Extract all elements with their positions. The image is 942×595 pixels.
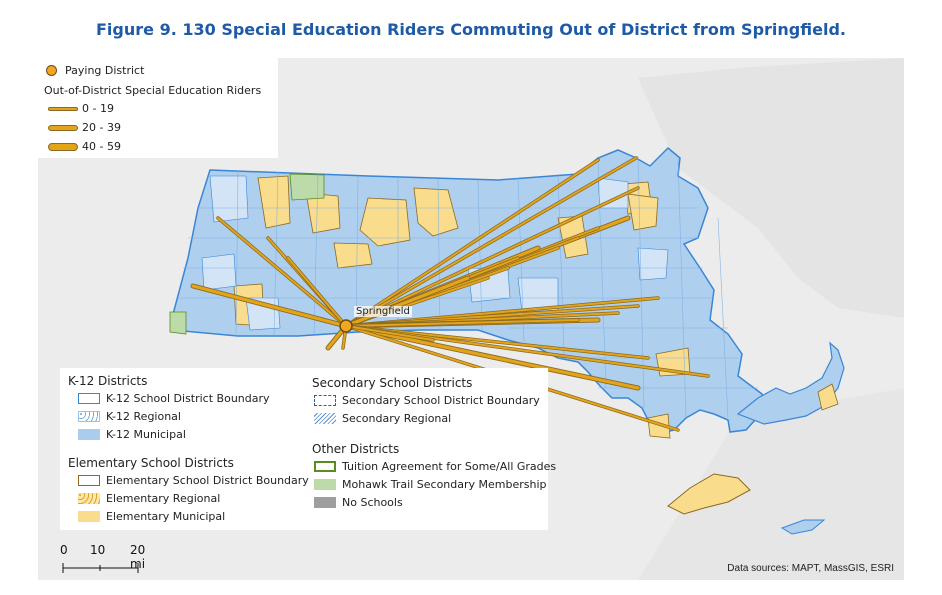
elem-regional-label: Elementary Regional	[106, 492, 221, 505]
rider-legend: Paying District Out-of-District Special …	[38, 58, 278, 158]
k12-legend-title: K-12 Districts	[68, 374, 148, 388]
tuition-label: Tuition Agreement for Some/All Grades	[342, 460, 557, 473]
k12-municipal-label: K-12 Municipal	[106, 428, 186, 441]
elementary-districts	[233, 175, 691, 439]
commute-route	[191, 284, 348, 328]
commute-route	[345, 187, 639, 327]
legend-k12-regional: K-12 Regional	[78, 410, 181, 423]
commute-route	[345, 325, 434, 341]
scale-bar-line	[62, 563, 139, 573]
legend-mohawk: Mohawk Trail Secondary Membership	[314, 478, 547, 491]
k12-boundary-label: K-12 School District Boundary	[106, 392, 270, 405]
marthas-vineyard	[667, 473, 751, 515]
k12-boundary-swatch	[78, 393, 100, 404]
paying-district-icon	[46, 65, 57, 76]
legend-paying-district: Paying District	[46, 64, 144, 77]
commute-route	[287, 257, 347, 327]
tuition-swatch	[314, 461, 336, 472]
elem-boundary-swatch	[78, 475, 100, 486]
class-2-label: 20 - 39	[82, 121, 121, 134]
legend-sec-boundary: Secondary School District Boundary	[314, 394, 540, 407]
sec-regional-label: Secondary Regional	[342, 412, 452, 425]
other-legend-title: Other Districts	[312, 442, 400, 456]
sec-regional-swatch	[314, 413, 336, 424]
sec-boundary-label: Secondary School District Boundary	[342, 394, 540, 407]
elem-municipal-label: Elementary Municipal	[106, 510, 226, 523]
legend-tuition: Tuition Agreement for Some/All Grades	[314, 460, 556, 473]
commute-route	[344, 276, 470, 328]
mohawk-swatch	[314, 479, 336, 490]
line-medium-icon	[48, 124, 78, 131]
riders-title-label: Out-of-District Special Education Riders	[44, 84, 262, 97]
elem-regional-swatch	[78, 493, 100, 504]
line-thin-icon	[48, 106, 78, 111]
legend-elem-municipal: Elementary Municipal	[78, 510, 225, 523]
elem-municipal-swatch	[78, 511, 100, 522]
k12-municipal-swatch	[78, 429, 100, 440]
legend-class-1: 0 - 19	[48, 102, 114, 115]
legend-sec-regional: Secondary Regional	[314, 412, 451, 425]
basemap-ocean	[638, 388, 904, 580]
line-thick-icon	[48, 142, 78, 151]
k12-regional-label: K-12 Regional	[106, 410, 181, 423]
no-schools-label: No Schools	[342, 496, 403, 509]
sec-boundary-swatch	[314, 395, 336, 406]
mohawk-trail-districts	[169, 173, 325, 335]
basemap-neighbor	[638, 58, 904, 318]
nantucket	[780, 519, 826, 535]
data-source: Data sources: MAPT, MassGIS, ESRI	[727, 563, 894, 574]
scale-bar: 0 10 20 mi	[60, 541, 160, 581]
legend-elem-boundary: Elementary School District Boundary	[78, 474, 309, 487]
elem-boundary-label: Elementary School District Boundary	[106, 474, 309, 487]
paying-district-marker	[339, 319, 353, 333]
class-3-label: 40 - 59	[82, 140, 121, 153]
scale-tick-10: 10	[90, 543, 106, 557]
legend-k12-municipal: K-12 Municipal	[78, 428, 186, 441]
district-legend: K-12 Districts K-12 School District Boun…	[60, 368, 556, 530]
commute-route	[345, 159, 599, 327]
scale-tick-0: 0	[60, 543, 68, 557]
no-schools-swatch	[314, 497, 336, 508]
elementary-legend-title: Elementary School Districts	[68, 456, 234, 470]
figure-title: Figure 9. 130 Special Education Riders C…	[96, 20, 846, 39]
commute-route	[217, 217, 347, 327]
secondary-legend-title: Secondary School Districts	[312, 376, 473, 390]
k12-regional-swatch	[78, 411, 100, 422]
commute-route	[344, 324, 640, 390]
legend-riders-title: Out-of-District Special Education Riders	[44, 84, 261, 97]
legend-no-schools: No Schools	[314, 496, 403, 509]
commute-route	[345, 157, 637, 327]
legend-class-3: 40 - 59	[48, 140, 121, 153]
legend-k12-boundary: K-12 School District Boundary	[78, 392, 270, 405]
springfield-label: Springfield	[354, 306, 412, 317]
legend-paying-district-label: Paying District	[65, 64, 145, 77]
legend-class-2: 20 - 39	[48, 121, 121, 134]
commute-route	[345, 319, 579, 327]
cape-cod	[736, 341, 845, 425]
cape-elementary	[817, 383, 839, 411]
mohawk-label: Mohawk Trail Secondary Membership	[342, 478, 547, 491]
legend-elem-regional: Elementary Regional	[78, 492, 220, 505]
class-1-label: 0 - 19	[82, 102, 114, 115]
